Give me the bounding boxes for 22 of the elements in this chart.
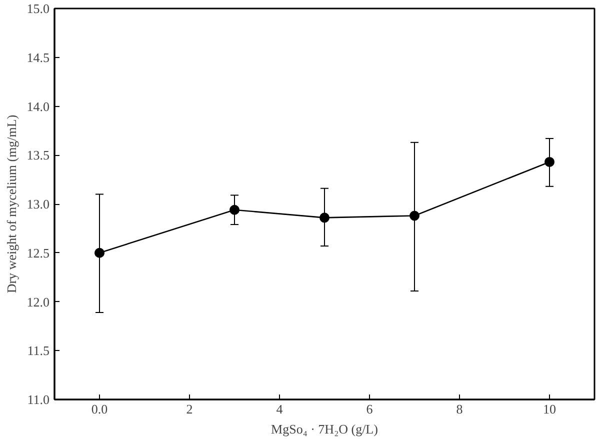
point bbox=[230, 204, 240, 215]
y-tick-label: 15.0 bbox=[26, 1, 50, 16]
y-tick-label: 11.5 bbox=[27, 343, 50, 358]
x-tick-label: 4 bbox=[276, 402, 284, 416]
x-tick-label: 10 bbox=[543, 402, 556, 416]
y-tick-label: 11.0 bbox=[27, 392, 50, 407]
x-tick-label: 2 bbox=[186, 402, 193, 416]
y-tick-label: 14.5 bbox=[26, 50, 50, 65]
x-tick-label: 8 bbox=[456, 402, 463, 416]
x-axis-title: MgSo₄ · 7H₂O (g/L) bbox=[271, 422, 378, 436]
x-tick-label: 6 bbox=[366, 402, 374, 416]
x-tick-label: 0.0 bbox=[91, 402, 108, 416]
point bbox=[410, 210, 420, 221]
point bbox=[94, 248, 104, 258]
y-axis-title: Dry weight of mycelium (mg/mL) bbox=[4, 114, 19, 294]
y-tick-label: 12.0 bbox=[26, 294, 50, 310]
y-tick-label: 13.0 bbox=[26, 196, 50, 212]
point bbox=[320, 212, 330, 223]
point bbox=[544, 156, 554, 167]
y-tick-label: 13.5 bbox=[26, 148, 50, 163]
y-tick-label: 12.5 bbox=[26, 245, 50, 260]
y-tick-label: 14.0 bbox=[26, 98, 50, 114]
